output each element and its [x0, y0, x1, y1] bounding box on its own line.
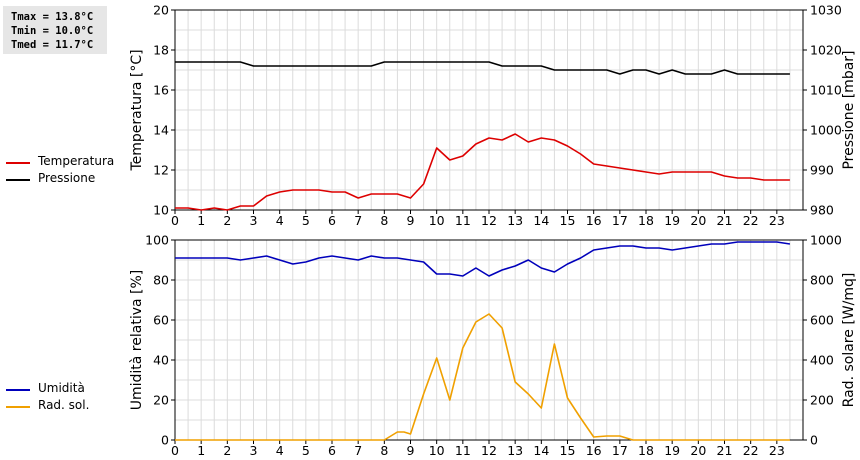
legend-swatch-temperatura [6, 162, 30, 164]
x-tick-label: 5 [302, 443, 310, 458]
x-tick-label: 3 [250, 443, 258, 458]
y-tick-label-left: 80 [153, 273, 169, 288]
x-tick-label: 2 [223, 213, 231, 228]
y-axis-title-left: Umidità relativa [%] [129, 270, 145, 411]
chart-panel-2: 0 1 2 3 4 5 6 7 8 9 10 11 12 13 14 15 16 17 18 19 20 21 22 2302… [129, 233, 857, 459]
x-tick-label: 11 [455, 443, 471, 458]
y-tick-label-left: 100 [145, 233, 169, 248]
legend-label-temperatura: Temperatura [38, 154, 115, 168]
x-tick-label: 14 [533, 213, 549, 228]
series-line-rad-sol [175, 313, 790, 441]
x-tick-label: 8 [380, 443, 388, 458]
x-tick-label: 14 [533, 443, 549, 458]
x-tick-label: 13 [507, 443, 523, 458]
x-tick-label: 3 [250, 213, 258, 228]
x-tick-label: 20 [690, 213, 706, 228]
x-tick-label: 10 [429, 443, 445, 458]
x-tick-label: 19 [664, 443, 680, 458]
x-tick-label: 21 [717, 443, 733, 458]
x-tick-label: 0 [171, 443, 179, 458]
y-tick-label-right: 0 [810, 433, 818, 448]
y-tick-label-right: 1000 [810, 123, 842, 138]
x-tick-label: 11 [455, 213, 471, 228]
x-tick-label: 22 [743, 213, 759, 228]
legend-label-pressione: Pressione [38, 171, 96, 185]
legend-swatch-radsol [6, 406, 30, 408]
x-tick-label: 20 [690, 443, 706, 458]
y-tick-label-left: 14 [153, 123, 169, 138]
x-tick-label: 9 [407, 213, 415, 228]
y-tick-label-right: 1000 [810, 233, 842, 248]
legend-label-umidita: Umidità [38, 381, 85, 395]
x-tick-label: 7 [354, 213, 362, 228]
y-tick-label-right: 1020 [810, 43, 842, 58]
y-tick-label-right: 1010 [810, 83, 842, 98]
x-tick-label: 22 [743, 443, 759, 458]
x-tick-label: 19 [664, 213, 680, 228]
y-axis-title-left: Temperatura [°C] [129, 49, 145, 171]
x-tick-label: 18 [638, 443, 654, 458]
y-tick-label-left: 12 [153, 163, 169, 178]
y-tick-label-left: 0 [161, 433, 169, 448]
x-tick-label: 4 [276, 443, 284, 458]
y-tick-label-left: 60 [153, 313, 169, 328]
y-tick-label-right: 1030 [810, 3, 842, 18]
x-tick-label: 1 [197, 443, 205, 458]
x-tick-label: 2 [223, 443, 231, 458]
x-tick-label: 10 [429, 213, 445, 228]
y-axis-title-right: Pressione [mbar] [841, 50, 857, 169]
tmin-text: Tmin = 10.0°C [11, 25, 94, 37]
x-tick-label: 16 [586, 443, 602, 458]
x-tick-label: 23 [769, 213, 785, 228]
y-tick-label-right: 600 [810, 313, 834, 328]
x-tick-label: 8 [380, 213, 388, 228]
y-tick-label-right: 800 [810, 273, 834, 288]
y-tick-label-right: 200 [810, 393, 834, 408]
tmed-text: Tmed = 11.7°C [11, 39, 94, 51]
x-tick-label: 15 [560, 443, 576, 458]
y-tick-label-left: 20 [153, 3, 169, 18]
x-tick-label: 16 [586, 213, 602, 228]
legend-swatch-umidita [6, 389, 30, 391]
y-tick-label-left: 16 [153, 83, 169, 98]
y-axis-title-right: Rad. solare [W/mq] [841, 273, 857, 408]
tmax-text: Tmax = 13.8°C [11, 11, 94, 23]
x-tick-label: 0 [171, 213, 179, 228]
series-line-umidit [175, 241, 791, 277]
y-tick-label-left: 20 [153, 393, 169, 408]
series-line-pressione [175, 61, 790, 75]
x-tick-label: 9 [407, 443, 415, 458]
x-tick-label: 23 [769, 443, 785, 458]
x-tick-label: 17 [612, 213, 628, 228]
y-tick-label-left: 40 [153, 353, 169, 368]
y-tick-label-right: 990 [810, 163, 834, 178]
chart-panel-1: 0 1 2 3 4 5 6 7 8 9 10 11 12 13 14 15 16 17 18 19 20 21 22 2310… [129, 3, 857, 229]
x-tick-label: 12 [481, 443, 497, 458]
y-tick-label-left: 10 [153, 203, 169, 218]
x-tick-label: 18 [638, 213, 654, 228]
x-tick-label: 15 [560, 213, 576, 228]
legend-label-radsol: Rad. sol. [38, 398, 90, 412]
y-tick-label-right: 980 [810, 203, 834, 218]
series-line-temperatura [175, 133, 790, 211]
x-tick-label: 6 [328, 213, 336, 228]
x-tick-label: 1 [197, 213, 205, 228]
x-tick-label: 17 [612, 443, 628, 458]
x-tick-label: 6 [328, 443, 336, 458]
x-tick-label: 13 [507, 213, 523, 228]
x-tick-label: 5 [302, 213, 310, 228]
y-tick-label-right: 400 [810, 353, 834, 368]
x-tick-label: 12 [481, 213, 497, 228]
stats-box: Tmax = 13.8°C Tmin = 10.0°C Tmed = 11.7°… [3, 6, 107, 54]
x-tick-label: 7 [354, 443, 362, 458]
legend-swatch-pressione [6, 179, 30, 181]
y-tick-label-left: 18 [153, 43, 169, 58]
x-tick-label: 4 [276, 213, 284, 228]
x-tick-label: 21 [717, 213, 733, 228]
